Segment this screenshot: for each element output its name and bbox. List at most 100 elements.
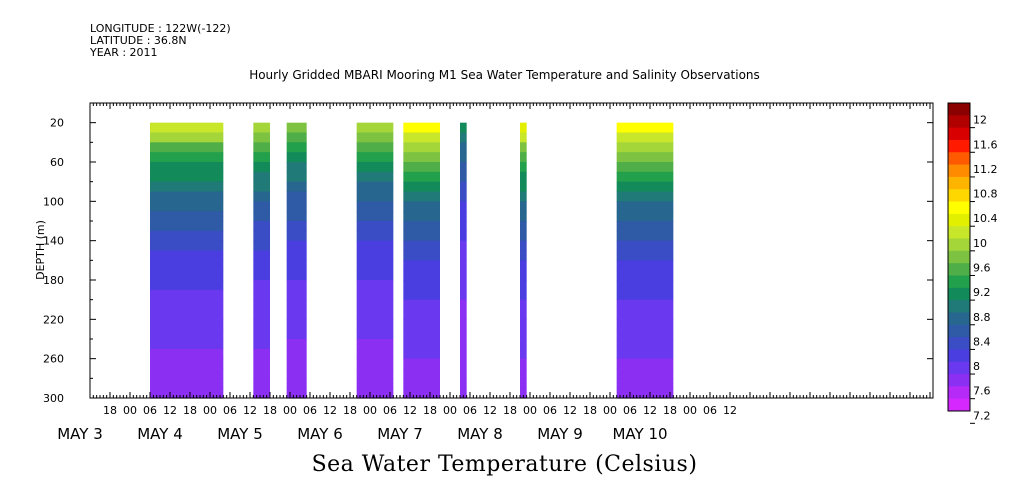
colorbar-swatch	[948, 287, 970, 301]
x-day-label: MAY 9	[537, 425, 583, 443]
heatmap-cell	[460, 388, 467, 399]
colorbar-label: 8	[973, 360, 980, 373]
heatmap-cell	[253, 358, 270, 370]
heatmap-cell	[520, 309, 527, 320]
heatmap-cell	[150, 309, 224, 320]
heatmap-cell	[403, 319, 440, 330]
heatmap-cell	[616, 319, 674, 330]
heatmap-cell	[253, 240, 270, 252]
heatmap-cell	[356, 358, 394, 370]
heatmap-cell	[286, 211, 307, 222]
heatmap-cell	[356, 329, 394, 340]
x-day-label: MAY 8	[457, 425, 503, 443]
y-axis-label: DEPTH (m)	[34, 220, 47, 280]
heatmap-cell	[460, 250, 467, 261]
heatmap-cell	[253, 211, 270, 222]
x-day-label: MAY 4	[137, 425, 183, 443]
x-hour-label: 06	[623, 404, 637, 417]
heatmap-cell	[520, 348, 527, 360]
heatmap-cell	[460, 221, 467, 232]
heatmap-cell	[403, 191, 440, 202]
heatmap-cell	[356, 142, 394, 153]
x-hour-label: 00	[523, 404, 537, 417]
x-hour-label: 06	[463, 404, 477, 417]
heatmap-cell	[403, 132, 440, 143]
heatmap-cell	[520, 181, 527, 193]
heatmap-cell	[356, 309, 394, 320]
heatmap-cell	[150, 171, 224, 183]
heatmap-cell	[460, 368, 467, 379]
heatmap-cell	[616, 378, 674, 389]
heatmap-cell	[150, 191, 224, 202]
heatmap-cell	[286, 122, 307, 134]
heatmap-cell	[403, 309, 440, 320]
heatmap-cell	[150, 240, 224, 252]
heatmap-cell	[286, 388, 307, 399]
heatmap-cell	[356, 378, 394, 389]
heatmap-cell	[286, 132, 307, 143]
heatmap-cell	[616, 240, 674, 252]
heatmap-cell	[520, 368, 527, 379]
heatmap-cell	[356, 201, 394, 212]
data-segment-2	[253, 122, 270, 399]
data-segment-4	[356, 122, 394, 399]
heatmap-cell	[403, 152, 440, 163]
x-hour-label: 12	[163, 404, 177, 417]
plot-frame	[89, 102, 934, 399]
data-segment-1	[150, 122, 224, 399]
heatmap-cell	[286, 250, 307, 261]
y-tick-label: 220	[43, 313, 64, 326]
colorbar-swatch	[948, 213, 970, 227]
heatmap-cell	[286, 280, 307, 291]
heatmap-cell	[356, 270, 394, 281]
heatmap-cell	[356, 260, 394, 271]
colorbar: 12 11.6 11.2 10.8 10.4 10 9.6 9.2 8.8 8.4 8 7.6 7.2	[947, 102, 998, 424]
data-segments	[150, 122, 674, 399]
heatmap-cell	[403, 142, 440, 153]
heatmap-cell	[616, 132, 674, 143]
colorbar-label: 10.8	[973, 188, 998, 201]
heatmap-cell	[403, 181, 440, 193]
x-hour-label: 06	[223, 404, 237, 417]
heatmap-cell	[356, 211, 394, 222]
heatmap-cell	[403, 388, 440, 399]
colorbar-swatch	[948, 176, 970, 190]
x-axis: 18 00 06 12 18 00 06 12 18 00 06 12 18 00 06 12 18 00 06 12…	[57, 103, 931, 443]
y-tick-label: 300	[43, 392, 64, 405]
heatmap-cell	[150, 280, 224, 291]
heatmap-cell	[356, 181, 394, 193]
heatmap-cell	[253, 368, 270, 379]
heatmap-cell	[253, 309, 270, 320]
x-hour-label: 12	[563, 404, 577, 417]
x-hour-label: 12	[243, 404, 257, 417]
heatmap-cell	[286, 348, 307, 360]
heatmap-cell	[460, 211, 467, 222]
x-hour-label: 18	[183, 404, 197, 417]
heatmap-cell	[286, 339, 307, 350]
heatmap-cell	[616, 142, 674, 153]
heatmap-cell	[286, 358, 307, 370]
x-hour-label: 00	[603, 404, 617, 417]
heatmap-cell	[356, 319, 394, 330]
colorbar-swatch	[948, 201, 970, 215]
heatmap-cell	[403, 280, 440, 291]
heatmap-cell	[460, 289, 467, 301]
heatmap-cell	[403, 378, 440, 389]
data-segment-7	[520, 122, 527, 399]
heatmap-cell	[253, 201, 270, 212]
heatmap-cell	[616, 171, 674, 183]
heatmap-cell	[150, 358, 224, 370]
x-hour-label: 18	[263, 404, 277, 417]
heatmap-cell	[150, 152, 224, 163]
heatmap-cell	[253, 230, 270, 242]
longitude-label: LONGITUDE : 122W(-122)	[90, 22, 231, 35]
y-tick-label: 100	[43, 195, 64, 208]
heatmap-cell	[460, 142, 467, 153]
heatmap-cell	[520, 152, 527, 163]
colorbar-swatch	[948, 152, 970, 166]
heatmap-cell	[286, 201, 307, 212]
heatmap-cell	[460, 162, 467, 173]
heatmap-cell	[460, 132, 467, 143]
heatmap-cell	[253, 289, 270, 301]
heatmap-cell	[460, 181, 467, 193]
